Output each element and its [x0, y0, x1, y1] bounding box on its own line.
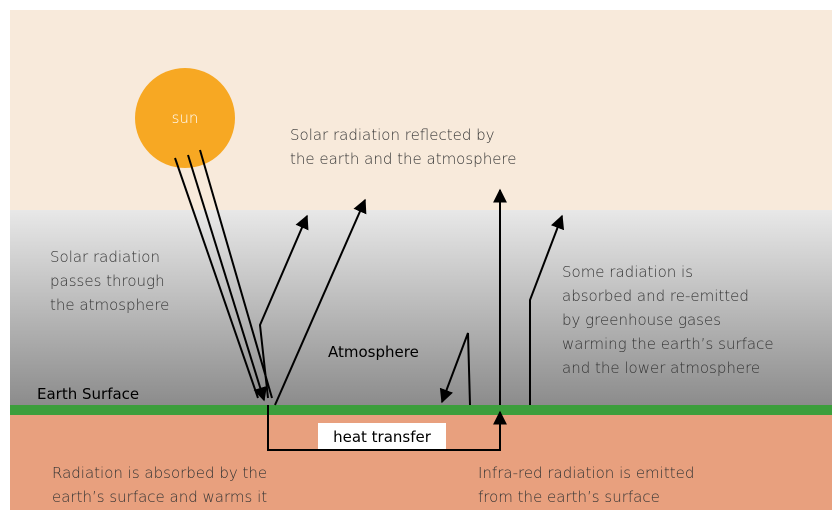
reflected-text: Solar radiation reflected by	[290, 126, 495, 144]
greenhouse-text: by greenhouse gases	[562, 311, 721, 329]
sun-label: sun	[172, 109, 199, 127]
atmosphere-label: Atmosphere	[328, 343, 419, 361]
sun	[135, 68, 235, 168]
arrows	[174, 149, 565, 451]
sky-band	[10, 10, 832, 210]
infrared-text: from the earth’s surface	[478, 488, 660, 506]
absorbed-text: earth’s surface and warms it	[52, 488, 267, 506]
passes-text: the atmosphere	[50, 296, 169, 314]
greenhouse-text: warming the earth’s surface	[562, 335, 774, 353]
greenhouse-text: Some radiation is	[562, 263, 693, 281]
passes-text: passes through	[50, 272, 165, 290]
passes-text: Solar radiation	[50, 248, 160, 266]
absorbed-text: Radiation is absorbed by the	[52, 464, 267, 482]
greenhouse-text: and the lower atmosphere	[562, 359, 760, 377]
greenhouse-text: absorbed and re-emitted	[562, 287, 749, 305]
earth-surface-label: Earth Surface	[37, 385, 139, 403]
atmosphere-band	[10, 210, 832, 405]
infrared-text: Infra-red radiation is emitted	[478, 464, 694, 482]
surface-strip	[10, 405, 832, 415]
reflected-text: the earth and the atmosphere	[290, 150, 517, 168]
heat-transfer-label: heat transfer	[333, 428, 432, 446]
heat-transfer-box	[318, 423, 446, 449]
